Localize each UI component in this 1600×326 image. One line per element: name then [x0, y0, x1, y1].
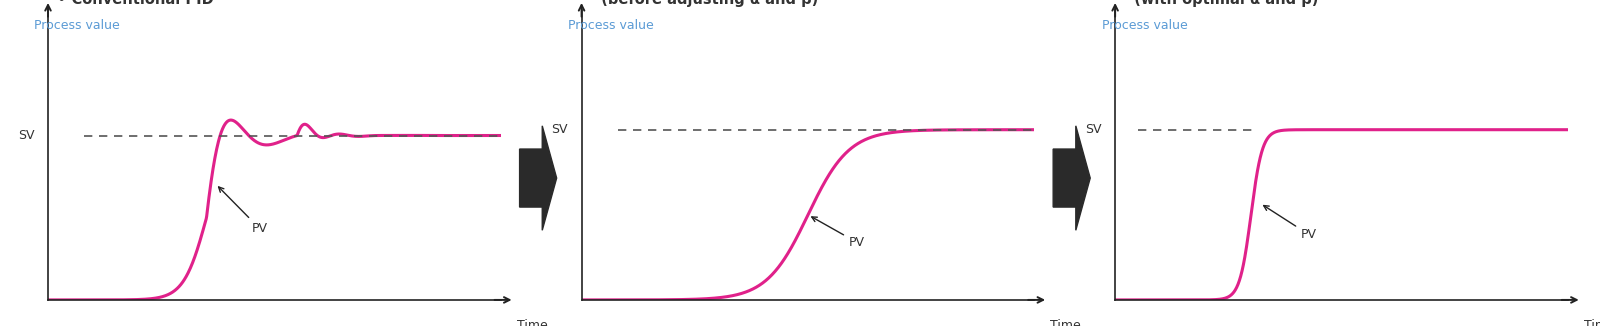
- Text: SV: SV: [552, 123, 568, 136]
- FancyArrow shape: [520, 126, 557, 230]
- Text: Process value: Process value: [35, 20, 120, 33]
- Text: Time: Time: [517, 319, 547, 326]
- Text: • 2-degrees-of-freedom PID
  (with optimal α and β): • 2-degrees-of-freedom PID (with optimal…: [1125, 0, 1354, 7]
- Text: PV: PV: [1264, 206, 1317, 241]
- Text: SV: SV: [18, 129, 35, 142]
- Text: Time: Time: [1584, 319, 1600, 326]
- Text: • 2-degrees-of-freedom PID
  (before adjusting α and β): • 2-degrees-of-freedom PID (before adjus…: [590, 0, 819, 7]
- FancyArrow shape: [1053, 126, 1090, 230]
- Text: Process value: Process value: [1101, 20, 1187, 33]
- Text: PV: PV: [219, 187, 267, 235]
- Text: PV: PV: [811, 217, 864, 249]
- Text: Process value: Process value: [568, 20, 654, 33]
- Text: • Conventional PID: • Conventional PID: [58, 0, 214, 7]
- Text: SV: SV: [1085, 123, 1101, 136]
- Text: Time: Time: [1050, 319, 1082, 326]
